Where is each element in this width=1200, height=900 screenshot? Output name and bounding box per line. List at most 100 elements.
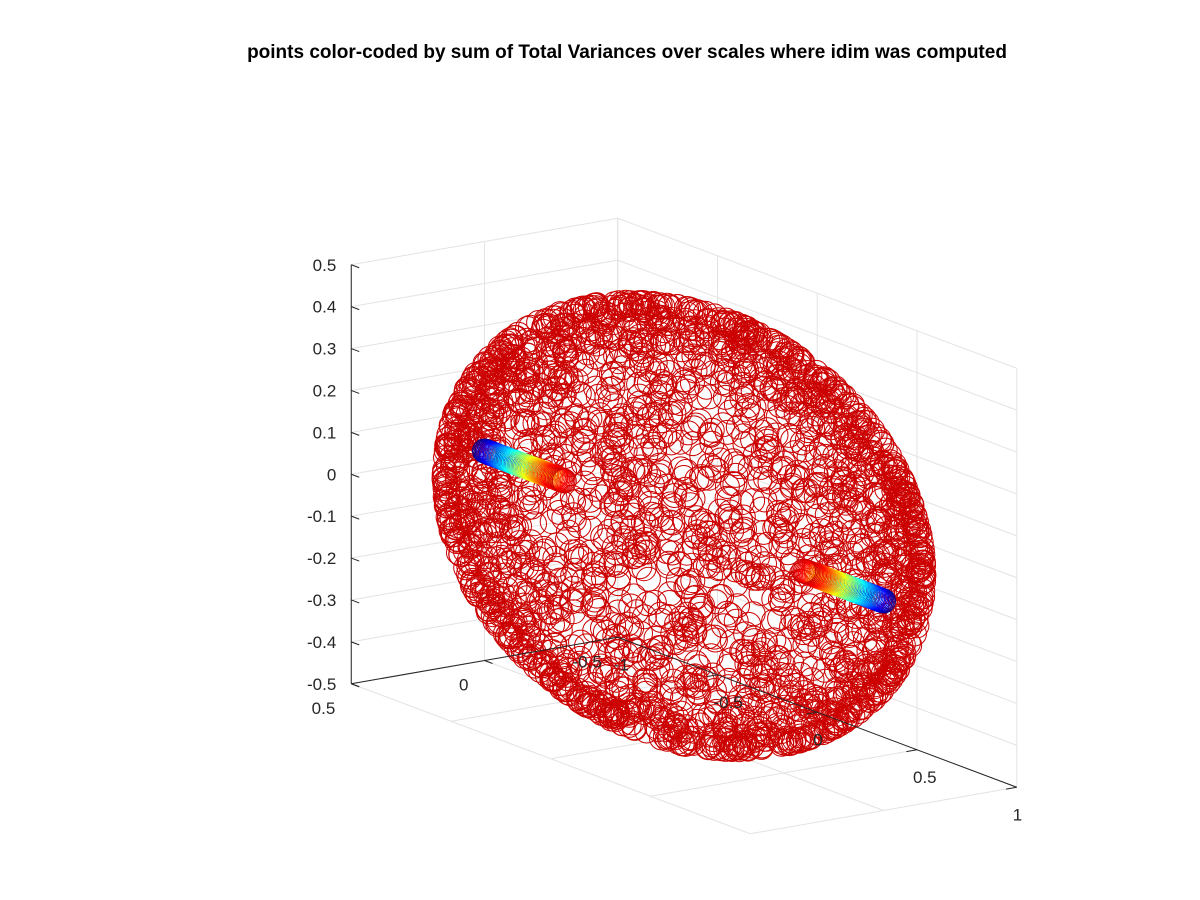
ellipsoid-point xyxy=(643,625,669,651)
ellipsoid-point xyxy=(565,686,591,712)
ellipsoid-point xyxy=(764,341,790,367)
ellipsoid-point xyxy=(515,356,541,382)
ellipsoid-point xyxy=(541,363,567,389)
ellipsoid-point xyxy=(714,503,740,529)
ellipsoid-point xyxy=(747,532,773,558)
ellipsoid-point xyxy=(723,392,749,418)
ellipsoid-point xyxy=(865,459,891,485)
x-tick-label: -1 xyxy=(614,655,629,674)
ellipsoid-point xyxy=(824,621,850,647)
ellipsoid-point xyxy=(777,356,803,382)
ellipsoid-point xyxy=(831,504,857,530)
ellipsoid-point xyxy=(670,731,696,757)
ellipsoid-point xyxy=(665,567,691,593)
ellipsoid-point xyxy=(694,707,720,733)
ellipsoid-point xyxy=(548,662,574,688)
ellipsoid-point xyxy=(674,671,700,697)
ellipsoid-point xyxy=(582,587,608,613)
ellipsoid-point xyxy=(658,528,683,554)
segment-point xyxy=(551,468,577,494)
ellipsoid-point xyxy=(571,428,597,454)
ellipsoid-point xyxy=(789,392,815,418)
ellipsoid-point xyxy=(847,533,873,559)
ellipsoid-point xyxy=(815,388,841,414)
ellipsoid-point xyxy=(544,376,570,402)
ellipsoid-point xyxy=(672,328,698,354)
ellipsoid-point xyxy=(448,389,474,415)
ellipsoid-point xyxy=(652,423,678,448)
ellipsoid-point xyxy=(604,704,630,730)
ellipsoid-point xyxy=(659,657,685,683)
ellipsoid-point xyxy=(696,465,722,491)
ellipsoid-point xyxy=(536,599,562,625)
ellipsoid-point xyxy=(751,519,777,545)
ellipsoid-point xyxy=(847,410,873,436)
ellipsoid-point xyxy=(677,726,703,752)
ellipsoid-point xyxy=(660,510,686,536)
ellipsoid-point xyxy=(691,665,717,691)
ellipsoid-point xyxy=(868,606,893,632)
ellipsoid-point xyxy=(528,541,554,567)
ellipsoid-point xyxy=(673,617,699,643)
ellipsoid-point xyxy=(804,493,830,519)
ellipsoid-point xyxy=(793,379,819,405)
ellipsoid-point xyxy=(618,593,644,619)
ellipsoid-point xyxy=(635,566,661,592)
ellipsoid-point xyxy=(858,684,884,710)
ellipsoid-point xyxy=(816,422,842,448)
ellipsoid-point xyxy=(448,541,474,567)
ellipsoid-point xyxy=(488,544,514,570)
ellipsoid-point xyxy=(546,499,572,525)
ellipsoid-point xyxy=(676,672,702,698)
ellipsoid-point xyxy=(562,297,588,323)
ellipsoid-point xyxy=(578,539,604,565)
ellipsoid-point xyxy=(648,683,674,709)
ellipsoid-point xyxy=(869,431,895,457)
ellipsoid-point xyxy=(757,452,783,478)
ellipsoid-point xyxy=(629,339,655,365)
ellipsoid-point xyxy=(532,538,558,564)
ellipsoid-point xyxy=(491,347,517,373)
ellipsoid-point xyxy=(671,465,697,490)
ellipsoid-point xyxy=(733,621,759,647)
ellipsoid-point xyxy=(462,521,488,547)
ellipsoid-point xyxy=(670,686,695,712)
ellipsoid-point xyxy=(575,685,601,711)
ellipsoid-point xyxy=(761,627,787,653)
ellipsoid-point xyxy=(662,712,688,738)
ellipsoid-point xyxy=(619,516,645,541)
ellipsoid-point xyxy=(679,370,705,396)
ellipsoid-point xyxy=(589,441,615,467)
ellipsoid-point xyxy=(621,698,647,724)
ellipsoid-point xyxy=(799,667,825,693)
ellipsoid-point xyxy=(751,563,777,589)
ellipsoid-point xyxy=(560,563,586,589)
ellipsoid-point xyxy=(494,481,520,507)
ellipsoid-point xyxy=(910,549,936,575)
ellipsoid-point xyxy=(661,687,687,713)
ellipsoid-point xyxy=(754,656,780,682)
ellipsoid-point xyxy=(484,376,510,401)
ellipsoid-point xyxy=(635,539,661,565)
ellipsoid-point xyxy=(469,583,495,609)
ellipsoid-point xyxy=(485,483,511,509)
ellipsoid-point xyxy=(588,690,614,715)
ellipsoid-point xyxy=(704,441,730,467)
ellipsoid-point xyxy=(870,538,896,564)
ellipsoid-point xyxy=(476,412,502,438)
ellipsoid-point xyxy=(683,650,709,676)
ellipsoid-point xyxy=(681,610,707,636)
ellipsoid-point xyxy=(580,566,606,592)
ellipsoid-point xyxy=(603,493,629,519)
ellipsoid-point xyxy=(850,694,876,720)
ellipsoid-point xyxy=(597,387,623,413)
ellipsoid-point xyxy=(511,640,536,666)
ellipsoid-point xyxy=(709,312,735,338)
z-tick-mark xyxy=(351,641,360,646)
ellipsoid-point xyxy=(800,415,825,441)
ellipsoid-point xyxy=(669,337,695,363)
ellipsoid-point xyxy=(696,520,722,546)
ellipsoid-point xyxy=(453,555,479,581)
ellipsoid-point xyxy=(868,488,894,513)
ellipsoid-point xyxy=(735,642,761,667)
